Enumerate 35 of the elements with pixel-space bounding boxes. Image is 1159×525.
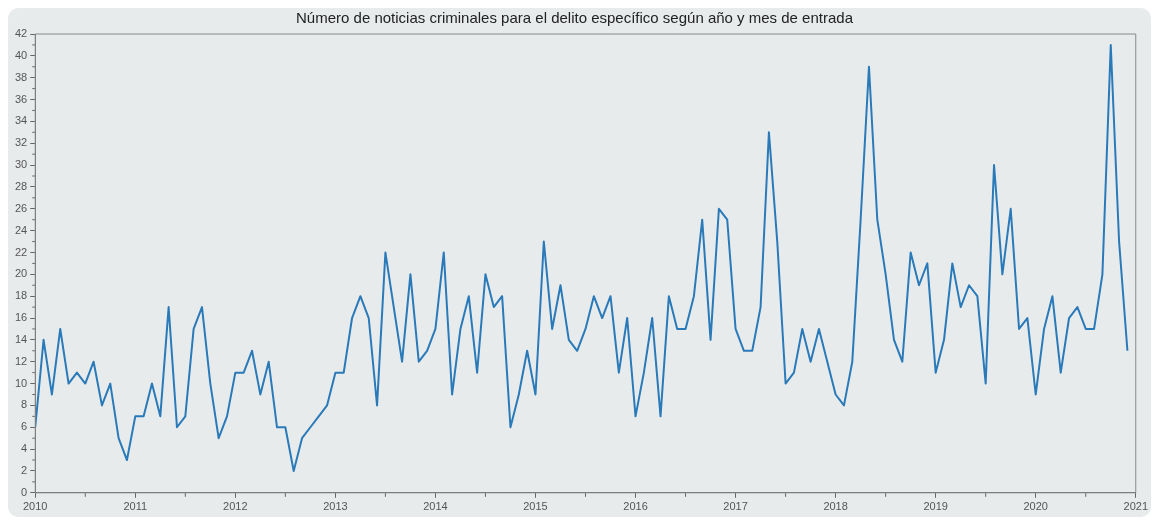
x-tick-label: 2021 [1123,500,1149,513]
y-tick-label: 20 [14,267,28,280]
y-tick-label: 34 [14,114,28,127]
y-tick-label: 42 [14,27,28,40]
x-tick-label: 2010 [22,500,48,513]
y-tick-label: 12 [14,354,28,367]
y-tick-label: 26 [14,201,28,214]
x-tick-label: 2012 [223,500,248,513]
x-tick-label: 2011 [123,500,148,513]
x-tick-label: 2013 [323,500,348,513]
x-tick-label: 2016 [623,500,648,513]
y-tick-label: 36 [14,92,28,105]
x-tick-label: 2020 [1023,500,1048,513]
y-tick-label: 32 [14,136,28,149]
y-tick-label: 8 [21,398,28,411]
x-tick-label: 2017 [723,500,748,513]
y-tick-label: 14 [14,332,28,345]
y-tick-label: 0 [21,485,28,498]
x-tick-label: 2018 [823,500,848,513]
y-tick-label: 4 [21,442,28,455]
x-tick-label: 2015 [523,500,548,513]
chart-title: Número de noticias criminales para el delito específico según año y mes de entrada [296,9,854,27]
y-tick-label: 10 [14,376,28,389]
x-tick-label: 2019 [923,500,948,513]
y-tick-label: 18 [14,289,28,302]
x-tick-label: 2014 [423,500,448,513]
y-tick-label: 6 [21,420,28,433]
y-tick-label: 24 [14,223,28,236]
y-tick-label: 16 [14,311,28,324]
y-tick-label: 2 [21,463,28,476]
y-tick-label: 38 [14,70,28,83]
y-tick-label: 28 [14,179,28,192]
y-tick-label: 30 [14,158,28,171]
y-tick-label: 40 [14,48,28,61]
y-tick-label: 22 [14,245,28,258]
